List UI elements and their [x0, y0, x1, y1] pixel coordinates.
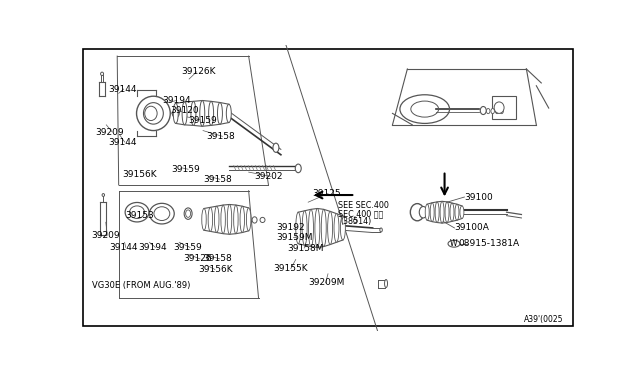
Ellipse shape — [315, 208, 320, 247]
Text: 39144: 39144 — [109, 84, 137, 93]
Text: 39120: 39120 — [170, 106, 199, 115]
Ellipse shape — [227, 104, 231, 122]
Text: 39158M: 39158M — [287, 244, 324, 253]
Text: 39155K: 39155K — [273, 264, 308, 273]
Ellipse shape — [486, 109, 490, 114]
Ellipse shape — [129, 206, 145, 218]
Text: 39156K: 39156K — [198, 265, 233, 274]
Text: 39194: 39194 — [138, 243, 167, 252]
Text: 39158: 39158 — [207, 132, 236, 141]
Ellipse shape — [328, 211, 333, 244]
Ellipse shape — [154, 207, 170, 221]
Text: SEC.400 参照: SEC.400 参照 — [338, 209, 383, 218]
Text: 39126K: 39126K — [182, 67, 216, 76]
Text: 39194: 39194 — [162, 96, 191, 105]
Text: 39192: 39192 — [276, 224, 305, 232]
Ellipse shape — [440, 201, 444, 223]
Ellipse shape — [308, 209, 314, 247]
Ellipse shape — [252, 217, 257, 223]
Text: 39153: 39153 — [125, 211, 154, 219]
Ellipse shape — [295, 164, 301, 173]
Ellipse shape — [200, 100, 205, 126]
Text: (38514): (38514) — [340, 217, 371, 226]
Ellipse shape — [380, 228, 382, 232]
Ellipse shape — [494, 102, 504, 113]
Text: 39159: 39159 — [173, 243, 202, 252]
Ellipse shape — [340, 216, 346, 240]
Ellipse shape — [445, 202, 449, 222]
Text: 39126: 39126 — [183, 254, 212, 263]
Ellipse shape — [214, 206, 219, 232]
Ellipse shape — [173, 111, 178, 116]
Text: 39158: 39158 — [203, 254, 232, 263]
Ellipse shape — [435, 202, 439, 222]
Ellipse shape — [208, 207, 212, 231]
Text: 39100A: 39100A — [454, 224, 490, 232]
Ellipse shape — [202, 208, 206, 230]
Ellipse shape — [143, 103, 163, 124]
Text: 39159M: 39159M — [276, 232, 312, 242]
Ellipse shape — [227, 205, 232, 234]
Ellipse shape — [172, 109, 179, 118]
Ellipse shape — [173, 103, 178, 124]
Ellipse shape — [500, 109, 503, 114]
Text: SEE SEC.400: SEE SEC.400 — [338, 201, 388, 209]
Ellipse shape — [385, 279, 388, 288]
Ellipse shape — [136, 96, 170, 131]
Text: W: W — [450, 239, 458, 248]
Ellipse shape — [246, 208, 251, 231]
Ellipse shape — [334, 214, 339, 242]
Ellipse shape — [150, 203, 174, 224]
Ellipse shape — [209, 101, 214, 125]
Ellipse shape — [182, 102, 187, 125]
Ellipse shape — [218, 103, 223, 124]
Ellipse shape — [450, 203, 454, 221]
Ellipse shape — [125, 202, 149, 222]
Ellipse shape — [321, 209, 326, 247]
Text: 39156K: 39156K — [122, 170, 157, 179]
Ellipse shape — [460, 206, 464, 218]
Text: 08915-1381A: 08915-1381A — [458, 239, 519, 248]
Ellipse shape — [410, 203, 424, 221]
Ellipse shape — [184, 208, 192, 219]
Ellipse shape — [240, 206, 244, 232]
Ellipse shape — [302, 211, 307, 245]
Ellipse shape — [419, 206, 428, 218]
Text: 39158: 39158 — [203, 175, 232, 184]
Ellipse shape — [430, 203, 434, 222]
Text: 39144: 39144 — [109, 138, 137, 147]
Text: 39159: 39159 — [188, 116, 217, 125]
Text: 39100: 39100 — [465, 193, 493, 202]
Ellipse shape — [145, 106, 157, 121]
Text: 39202: 39202 — [255, 172, 283, 181]
Ellipse shape — [191, 101, 196, 125]
Text: 39159: 39159 — [172, 165, 200, 174]
Ellipse shape — [425, 204, 429, 220]
Text: VG30E (FROM AUG.'89): VG30E (FROM AUG.'89) — [92, 281, 191, 290]
Ellipse shape — [102, 193, 104, 196]
Ellipse shape — [100, 72, 104, 76]
Ellipse shape — [186, 210, 191, 217]
Ellipse shape — [234, 205, 238, 234]
Ellipse shape — [353, 219, 357, 222]
Ellipse shape — [221, 205, 225, 234]
Text: 39125: 39125 — [312, 189, 340, 198]
Ellipse shape — [491, 109, 495, 114]
Text: 39209M: 39209M — [308, 279, 344, 288]
Text: 39209: 39209 — [95, 128, 124, 137]
Text: 39209: 39209 — [91, 231, 120, 240]
Text: A39'(0025: A39'(0025 — [524, 315, 564, 324]
Ellipse shape — [260, 217, 265, 222]
Text: 39144: 39144 — [110, 243, 138, 252]
Ellipse shape — [273, 143, 279, 153]
Ellipse shape — [296, 212, 301, 244]
Ellipse shape — [495, 109, 499, 114]
Ellipse shape — [455, 204, 459, 220]
Bar — [492, 96, 516, 119]
Ellipse shape — [480, 106, 486, 115]
